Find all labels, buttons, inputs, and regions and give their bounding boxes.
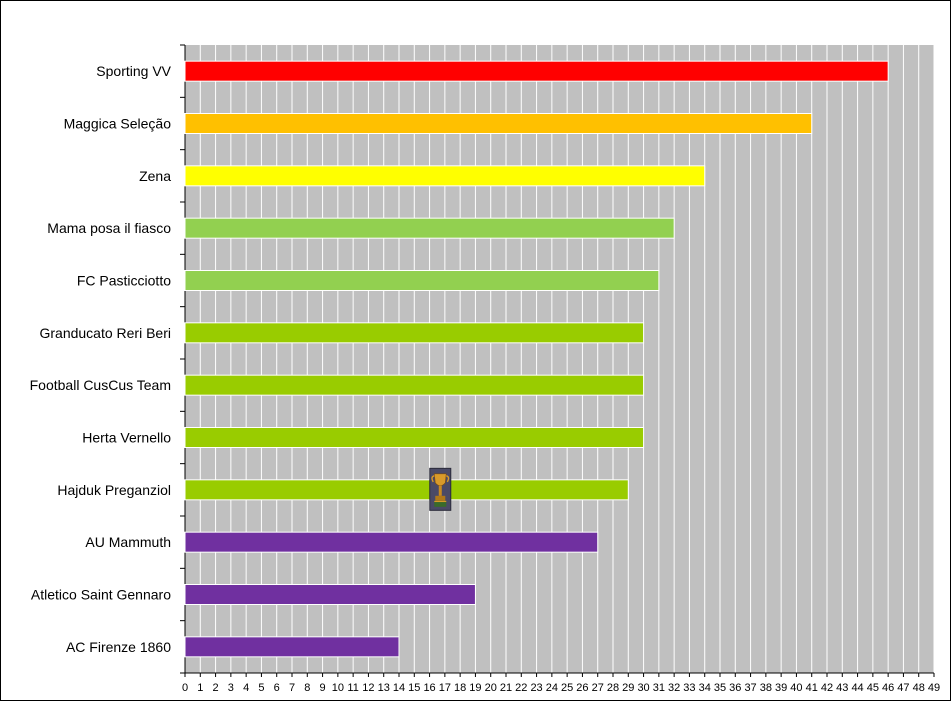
category-label: AC Firenze 1860 [66,639,171,655]
x-tick-label: 44 [851,682,863,694]
category-label: Herta Vernello [82,430,171,446]
x-tick-label: 18 [454,682,466,694]
x-tick-label: 27 [592,682,604,694]
x-tick-label: 34 [699,682,711,694]
bar [184,113,813,134]
trophy-icon [429,467,452,511]
x-tick-label: 23 [530,682,542,694]
x-tick-label: 48 [913,682,925,694]
x-tick-label: 39 [775,682,787,694]
category-label: Football CusCus Team [30,377,171,393]
x-tick-label: 32 [668,682,680,694]
axes [180,44,935,677]
x-tick-label: 0 [182,682,188,694]
bar [184,374,645,396]
x-tick-label: 19 [469,682,481,694]
x-tick-label: 7 [289,682,295,694]
x-tick-label: 10 [332,682,344,694]
x-tick-label: 41 [806,682,818,694]
annotations [429,467,452,511]
bar [184,427,645,448]
x-tick-label: 1 [197,682,203,694]
x-tick-label: 28 [607,682,619,694]
x-tick-label: 2 [213,682,219,694]
x-tick-label: 43 [836,682,848,694]
x-tick-label: 29 [622,682,634,694]
plot-area [185,45,934,673]
category-labels: Sporting VV Maggica Seleção Zena Mama posa … [30,63,172,655]
bar [184,322,645,344]
x-tick-label: 11 [347,682,358,694]
category-label: FC Pasticciotto [77,273,171,289]
x-tick-label: 36 [729,682,741,694]
x-tick-label: 9 [320,682,326,694]
bar [184,531,599,553]
x-tick-label: 5 [258,682,264,694]
x-tick-label: 37 [744,682,756,694]
bar [184,165,706,187]
x-tick-label: 38 [760,682,772,694]
bar [184,584,476,605]
x-tick-label: 3 [228,682,234,694]
bars [184,60,889,658]
x-tick-label: 35 [714,682,726,694]
bar [184,270,660,291]
bar [184,479,629,501]
x-tick-label: 14 [393,682,405,694]
x-tick-label: 13 [378,682,390,694]
category-label: Hajduk Preganziol [57,482,171,498]
x-tick-label: 47 [897,682,909,694]
category-label: AU Mammuth [85,534,171,550]
x-tick-label: 33 [683,682,695,694]
x-tick-label: 17 [439,682,451,694]
category-label: Mama posa il fiasco [47,220,171,236]
category-label: Granducato Reri Beri [39,325,171,341]
x-tick-label: 12 [362,682,374,694]
bar [184,636,400,658]
tick-labels: 0 1 2 3 4 5 6 7 8 9 10 11 12 13 14 15 16 17 18 19 20 21 22 23 24… [182,682,940,694]
x-tick-label: 26 [576,682,588,694]
category-label: Atletico Saint Gennaro [31,587,171,603]
x-tick-label: 24 [546,682,558,694]
category-label: Maggica Seleção [64,116,172,132]
bar [184,60,889,82]
x-tick-label: 20 [485,682,497,694]
x-tick-label: 49 [928,682,940,694]
x-tick-label: 31 [653,682,665,694]
x-tick-label: 25 [561,682,573,694]
category-label: Zena [139,168,171,184]
x-tick-label: 40 [790,682,802,694]
category-label: Sporting VV [96,63,171,79]
plot-background [185,45,934,673]
bar [184,217,675,239]
x-tick-label: 42 [821,682,833,694]
x-tick-label: 30 [637,682,649,694]
x-tick-label: 16 [423,682,435,694]
x-tick-label: 8 [304,682,310,694]
x-tick-label: 21 [500,682,512,694]
x-tick-label: 22 [515,682,527,694]
x-tick-label: 46 [882,682,894,694]
x-tick-label: 6 [274,682,280,694]
gridlines [199,45,935,673]
x-tick-label: 15 [408,682,420,694]
x-tick-label: 4 [243,682,249,694]
x-tick-label: 45 [867,682,879,694]
